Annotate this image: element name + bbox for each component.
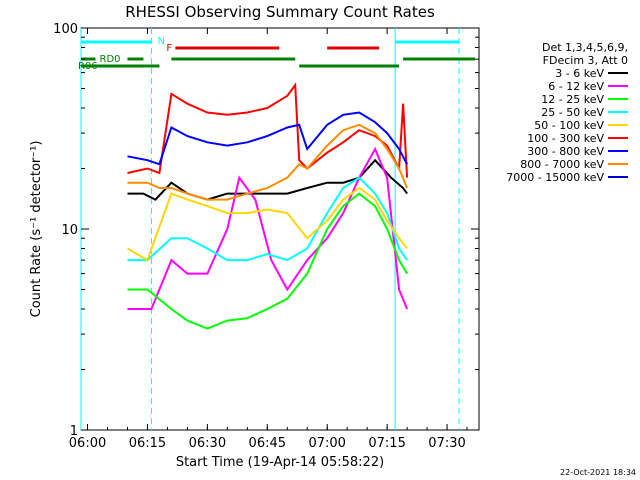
r06-label: R06 bbox=[78, 61, 98, 72]
night-label: N bbox=[157, 36, 164, 47]
legend-entry-label: 25 - 50 keV bbox=[541, 106, 604, 119]
series-line-1 bbox=[127, 146, 409, 310]
legend-entry-label: 800 - 7000 keV bbox=[520, 158, 604, 171]
x-axis-label: Start Time (19-Apr-14 05:58:22) bbox=[176, 455, 384, 470]
legend-entry-label: 300 - 800 keV bbox=[527, 145, 604, 158]
legend: Det 1,3,4,5,6,9, FDecim 3, Att 0 3 - 6 k… bbox=[506, 41, 628, 184]
series-line-7 bbox=[127, 123, 409, 201]
legend-header-line-2: FDecim 3, Att 0 bbox=[543, 54, 628, 67]
series-line-4 bbox=[126, 186, 408, 262]
series-line-3 bbox=[127, 176, 408, 262]
legend-entry-label: 100 - 300 keV bbox=[527, 132, 604, 145]
y-axis-ticks: 1 10 100 bbox=[53, 22, 479, 439]
x-tick-label: 07:30 bbox=[428, 436, 465, 451]
y-tick-label: 100 bbox=[53, 22, 78, 37]
x-tick-label: 06:45 bbox=[249, 436, 286, 451]
legend-entry-label: 12 - 25 keV bbox=[541, 93, 604, 106]
series-line-2 bbox=[127, 192, 408, 330]
legend-header-line-1: Det 1,3,4,5,6,9, bbox=[542, 41, 628, 54]
series-line-6 bbox=[127, 111, 408, 166]
x-tick-label: 06:15 bbox=[129, 436, 166, 451]
series-layer bbox=[126, 82, 409, 330]
generation-timestamp: 22-Oct-2021 18:34 bbox=[560, 468, 636, 477]
flare-label: F bbox=[166, 43, 172, 54]
series-line-0 bbox=[127, 158, 408, 201]
legend-entry-label: 50 - 100 keV bbox=[534, 119, 604, 132]
legend-entry-label: 3 - 6 keV bbox=[555, 67, 604, 80]
legend-entry-label: 7000 - 15000 keV bbox=[506, 171, 604, 184]
x-tick-label: 07:15 bbox=[368, 436, 405, 451]
x-tick-label: 06:30 bbox=[189, 436, 226, 451]
x-tick-label: 07:00 bbox=[308, 436, 345, 451]
chart-title: RHESSI Observing Summary Count Rates bbox=[125, 3, 435, 21]
plot-frame bbox=[80, 27, 480, 431]
y-axis-label: Count Rate (s⁻¹ detector⁻¹) bbox=[29, 141, 44, 318]
rdo-label: RD0 bbox=[100, 54, 121, 65]
y-tick-label: 10 bbox=[61, 223, 78, 238]
x-tick-label: 06:00 bbox=[69, 436, 106, 451]
x-axis-ticks: 06:00 06:15 06:30 06:45 07:00 07:15 07:30 bbox=[69, 28, 468, 451]
legend-entry-label: 6 - 12 keV bbox=[548, 80, 604, 93]
y-tick-label: 1 bbox=[70, 424, 78, 439]
